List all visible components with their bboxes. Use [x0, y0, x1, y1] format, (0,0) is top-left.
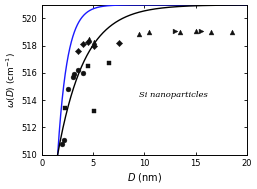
- Y-axis label: $\omega(D)$ (cm$^{-1}$): $\omega(D)$ (cm$^{-1}$): [5, 52, 18, 108]
- X-axis label: $D$ (nm): $D$ (nm): [127, 171, 162, 184]
- Text: Si nanoparticles: Si nanoparticles: [139, 91, 208, 99]
